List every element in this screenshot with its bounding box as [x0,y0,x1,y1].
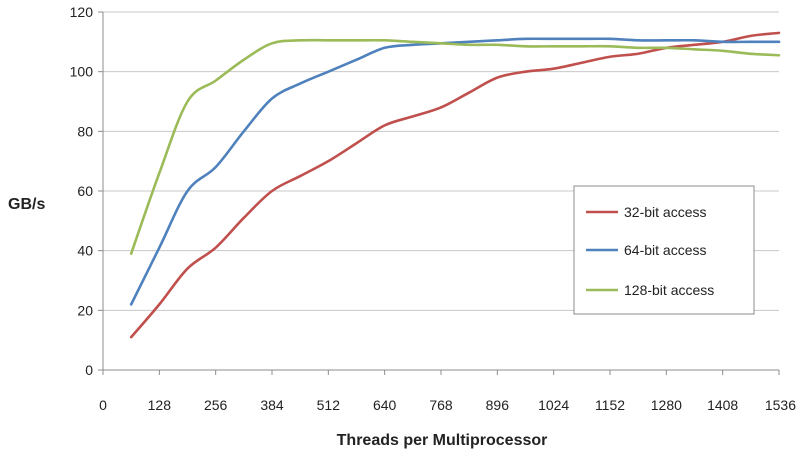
y-tick-label: 100 [70,64,94,80]
y-tick-label: 0 [85,362,93,378]
series-line-64-bit-access [129,37,781,306]
x-tick-label: 896 [486,397,510,413]
legend-label-32-bit-access: 32-bit access [624,204,706,220]
x-tick-label: 1024 [538,397,569,413]
y-tick-label: 20 [77,302,93,318]
x-tick-label: 128 [148,397,172,413]
x-tick-label: 1536 [765,397,796,413]
x-axis-ticks: 0 128 256 384 512 640 768 896 1024 1152 1280 1408 15… [99,370,796,413]
y-tick-label: 120 [70,4,94,20]
x-tick-label: 1152 [595,397,625,413]
x-tick-label: 0 [99,397,107,413]
x-tick-label: 384 [260,397,284,413]
y-tick-label: 60 [77,183,93,199]
legend-label-128-bit-access: 128-bit access [624,282,714,298]
series-line-128-bit-access [129,38,781,255]
x-tick-label: 640 [373,397,397,413]
y-tick-label: 80 [77,123,93,139]
x-tick-label: 256 [204,397,228,413]
legend: 32-bit access 64-bit access 128-bit access [573,185,755,315]
x-tick-label: 512 [317,397,341,413]
legend-label-64-bit-access: 64-bit access [624,242,706,258]
y-axis-title: GB/s [8,196,45,213]
series-lines [129,31,781,339]
x-axis-title: Threads per Multiprocessor [337,432,548,449]
x-tick-label: 1408 [707,397,738,413]
y-axis-ticks: 0 20 40 60 80 100 120 [70,4,103,378]
y-tick-label: 40 [77,243,93,259]
x-tick-label: 1280 [651,397,682,413]
x-tick-label: 768 [429,397,453,413]
